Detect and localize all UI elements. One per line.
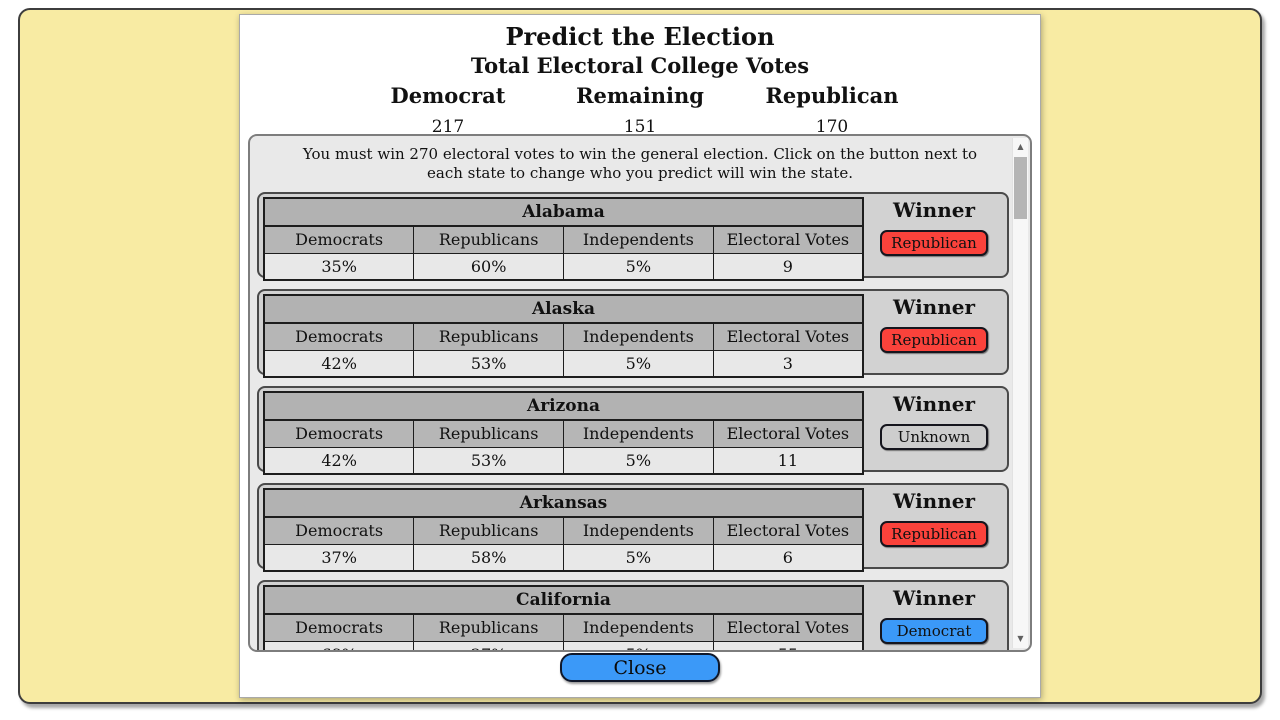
column-header: Electoral Votes <box>712 613 864 642</box>
state-name: Alabama <box>263 197 864 227</box>
state-democrats: 37% <box>263 543 415 571</box>
column-header: Electoral Votes <box>712 225 864 254</box>
dialog-subtitle: Total Electoral College Votes <box>470 53 810 78</box>
state-republicans: 27% <box>413 640 564 650</box>
dialog-title: Predict the Election <box>505 22 775 51</box>
winner-label: Winner <box>892 585 976 610</box>
column-header: Democrats <box>263 613 415 642</box>
state-card: Alabama Democrats Republicans Independents E… <box>257 191 1009 281</box>
column-header: Democrats <box>263 516 415 545</box>
scrollbar[interactable]: ▲ ▼ <box>1012 138 1028 648</box>
total-democrat: Democrat 217 <box>352 83 544 137</box>
column-header: Republicans <box>413 613 564 642</box>
winner-column: Winner Republican <box>864 487 1004 547</box>
column-header: Independents <box>563 516 714 545</box>
state-name: Arizona <box>263 391 864 421</box>
state-republicans: 60% <box>413 252 564 280</box>
state-card: Alaska Democrats Republicans Independents El… <box>257 288 1009 378</box>
state-card: Arkansas Democrats Republicans Independents… <box>257 482 1009 572</box>
state-electoral-votes: 11 <box>712 446 864 474</box>
column-header: Independents <box>563 225 714 254</box>
state-card: California Democrats Republicans Independen… <box>257 579 1009 650</box>
states-scroll-area[interactable]: You must win 270 electoral votes to win … <box>248 134 1032 652</box>
state-republicans: 53% <box>413 349 564 377</box>
electoral-totals: Democrat 217 Remaining 151 Republican 17… <box>240 83 1040 137</box>
winner-column: Winner Republican <box>864 293 1004 353</box>
instructions-text: You must win 270 electoral votes to win … <box>302 145 978 182</box>
winner-label: Winner <box>892 294 976 319</box>
state-independents: 5% <box>563 349 714 377</box>
column-header: Democrats <box>263 322 415 351</box>
state-table: Alabama Democrats Republicans Independents E… <box>263 196 864 281</box>
state-table: Alaska Democrats Republicans Independents El… <box>263 293 864 378</box>
state-republicans: 58% <box>413 543 564 571</box>
total-remaining-label: Remaining <box>576 83 704 108</box>
winner-label: Winner <box>892 391 976 416</box>
winner-button[interactable]: Democrat <box>880 617 988 644</box>
total-remaining: Remaining 151 <box>544 83 736 137</box>
total-republican-label: Republican <box>765 83 899 108</box>
total-democrat-value: 217 <box>431 117 465 137</box>
state-name: Alaska <box>263 294 864 324</box>
state-independents: 5% <box>563 252 714 280</box>
winner-button[interactable]: Republican <box>880 326 988 353</box>
total-republican: Republican 170 <box>736 83 928 137</box>
column-header: Democrats <box>263 225 415 254</box>
state-electoral-votes: 9 <box>712 252 864 280</box>
column-header: Independents <box>563 613 714 642</box>
column-header: Republicans <box>413 419 564 448</box>
state-republicans: 53% <box>413 446 564 474</box>
state-name: California <box>263 585 864 615</box>
state-name: Arkansas <box>263 488 864 518</box>
total-remaining-value: 151 <box>623 117 657 137</box>
winner-button[interactable]: Republican <box>880 229 988 256</box>
state-independents: 5% <box>563 543 714 571</box>
predict-election-dialog: Predict the Election Total Electoral Col… <box>239 14 1041 698</box>
state-electoral-votes: 3 <box>712 349 864 377</box>
column-header: Republicans <box>413 225 564 254</box>
column-header: Electoral Votes <box>712 322 864 351</box>
scroll-up-icon[interactable]: ▲ <box>1017 142 1024 151</box>
close-button[interactable]: Close <box>560 653 720 682</box>
column-header: Electoral Votes <box>712 516 864 545</box>
state-democrats: 42% <box>263 446 415 474</box>
winner-column: Winner Unknown <box>864 390 1004 450</box>
winner-column: Winner Republican <box>864 196 1004 256</box>
state-democrats: 35% <box>263 252 415 280</box>
column-header: Republicans <box>413 516 564 545</box>
winner-button[interactable]: Unknown <box>880 423 988 450</box>
total-republican-value: 170 <box>815 117 849 137</box>
scrollbar-thumb[interactable] <box>1014 157 1027 219</box>
column-header: Democrats <box>263 419 415 448</box>
state-table: Arizona Democrats Republicans Independents E… <box>263 390 864 475</box>
column-header: Republicans <box>413 322 564 351</box>
state-democrats: 42% <box>263 349 415 377</box>
state-independents: 5% <box>563 640 714 650</box>
state-electoral-votes: 6 <box>712 543 864 571</box>
state-democrats: 68% <box>263 640 415 650</box>
state-table: California Democrats Republicans Independen… <box>263 584 864 650</box>
column-header: Electoral Votes <box>712 419 864 448</box>
column-header: Independents <box>563 419 714 448</box>
state-electoral-votes: 55 <box>712 640 864 650</box>
column-header: Independents <box>563 322 714 351</box>
state-table: Arkansas Democrats Republicans Independents… <box>263 487 864 572</box>
winner-column: Winner Democrat <box>864 584 1004 644</box>
state-independents: 5% <box>563 446 714 474</box>
scroll-down-icon[interactable]: ▼ <box>1017 634 1024 643</box>
total-democrat-label: Democrat <box>390 83 506 108</box>
winner-button[interactable]: Republican <box>880 520 988 547</box>
winner-label: Winner <box>892 197 976 222</box>
state-card-list: Alabama Democrats Republicans Independents E… <box>257 191 1009 650</box>
winner-label: Winner <box>892 488 976 513</box>
state-card: Arizona Democrats Republicans Independents E… <box>257 385 1009 475</box>
